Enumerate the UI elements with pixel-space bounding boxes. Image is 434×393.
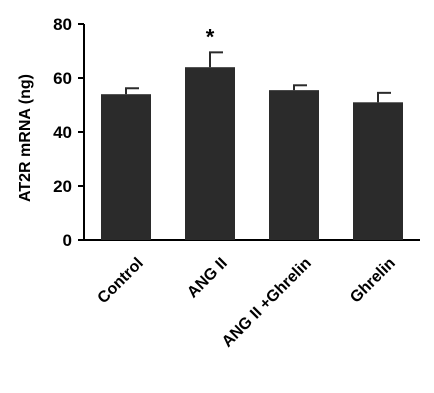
category-label: ANG II — [184, 255, 231, 302]
category-label: ANG II +Ghrelin — [219, 255, 315, 351]
significance-marker: * — [206, 24, 215, 49]
y-tick-label: 0 — [63, 231, 72, 250]
y-tick-label: 40 — [53, 123, 72, 142]
category-label: Control — [95, 255, 147, 307]
y-axis-label: AT2R mRNA (ng) — [17, 74, 34, 202]
bar — [353, 102, 403, 240]
category-label: Ghrelin — [347, 255, 399, 307]
bar — [269, 90, 319, 241]
y-tick-label: 60 — [53, 69, 72, 88]
y-tick-label: 20 — [53, 177, 72, 196]
y-tick-label: 80 — [53, 15, 72, 34]
bar — [101, 94, 151, 240]
bar — [185, 67, 235, 240]
bars-layer — [101, 51, 403, 241]
